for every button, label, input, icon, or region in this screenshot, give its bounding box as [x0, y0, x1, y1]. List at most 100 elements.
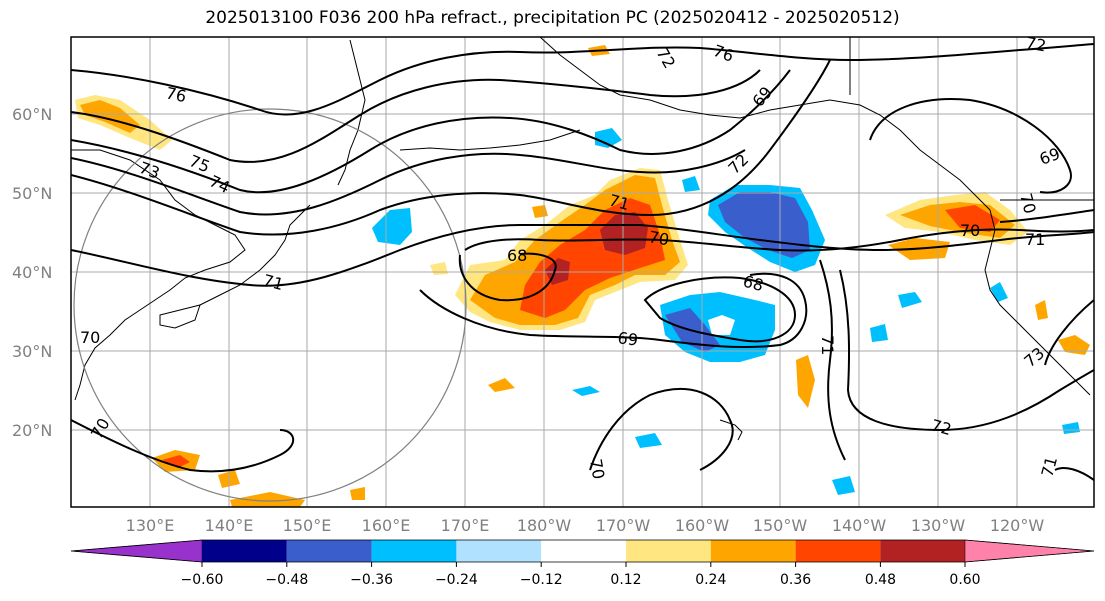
lon-label: 140°E	[205, 516, 254, 535]
gridlines	[71, 37, 1094, 507]
lon-label: 120°W	[990, 516, 1045, 535]
precip-positive-small-11	[1035, 300, 1048, 320]
colorbar-segment	[626, 540, 711, 562]
colorbar-segment	[710, 540, 796, 562]
contour-69-ne	[869, 98, 1072, 194]
colorbar-segment	[541, 540, 626, 562]
precip-negative-small-5	[635, 433, 662, 448]
contour-label: 72	[1024, 33, 1047, 55]
colorbar: −0.60 −0.48 −0.36 −0.24 −0.12 0.12 0.24 …	[70, 539, 1095, 588]
colorbar-tick-label: −0.36	[350, 572, 393, 588]
precip-negative-small-8	[832, 476, 855, 495]
coastline-alaska	[539, 37, 991, 211]
lon-label: 170°E	[441, 516, 490, 535]
contour-70-south	[71, 419, 295, 473]
colorbar-segment	[286, 540, 372, 562]
latitude-labels: 60°N 50°N 40°N 30°N 20°N	[12, 105, 52, 440]
colorbar-tick-label: 0.48	[865, 572, 896, 588]
contour-label: 76	[164, 83, 188, 106]
contour-label: 71	[1025, 230, 1045, 249]
longitude-labels: 130°E 140°E 150°E 160°E 170°E 180°W 170°…	[126, 516, 1045, 535]
contour-label: 71	[261, 271, 286, 295]
precip-positive-small-6	[1058, 335, 1090, 355]
contour-73-south	[1044, 299, 1094, 366]
coastline-japan-south	[159, 304, 201, 329]
contour-71	[71, 223, 1094, 287]
lon-label: 140°W	[832, 516, 887, 535]
colorbar-tick-label: 0.24	[695, 572, 726, 588]
coastline-hawaii	[719, 419, 743, 441]
contour-69	[419, 272, 808, 349]
contour-label: 70	[960, 221, 980, 240]
colorbar-tick-label: −0.48	[265, 572, 308, 588]
contour-label: 70	[586, 457, 608, 480]
colorbar-tick-labels: −0.60 −0.48 −0.36 −0.24 −0.12 0.12 0.24 …	[181, 572, 981, 588]
colorbar-tick-label: −0.12	[520, 572, 563, 588]
precip-positive-small-10	[350, 487, 365, 500]
region-circle	[73, 108, 467, 502]
colorbar-segment	[202, 540, 287, 562]
precip-negative-small-6	[572, 386, 600, 396]
precip-positive-small-4	[488, 378, 515, 392]
colorbar-segment	[880, 540, 966, 562]
lat-label-40n: 40°N	[12, 263, 52, 282]
precip-positive-small-1-core	[162, 455, 190, 468]
contour-70-ne	[999, 209, 1094, 223]
lon-label: 170°W	[596, 516, 651, 535]
contour-73	[71, 149, 746, 216]
contour-68	[458, 252, 557, 302]
coastline-north-america	[984, 209, 1091, 396]
contour-71-vertical	[819, 259, 846, 461]
lon-label: 130°W	[911, 516, 966, 535]
contour-72-south	[839, 269, 1094, 432]
colorbar-tick-label: 0.60	[949, 572, 980, 588]
precip-negative-blob-northeast-inner	[718, 192, 810, 258]
precip-positive-blob-okhotsk-inner	[80, 100, 140, 133]
coastlines	[71, 37, 1094, 441]
map-content: 76 75 74 73 72 71 70 69 68 71 70 69 68 7…	[71, 33, 1094, 507]
refractivity-contours	[71, 43, 1094, 481]
precip-negative-small-3	[682, 176, 700, 192]
contour-label: 69	[616, 328, 639, 350]
colorbar-segment-extend-high	[964, 539, 1095, 563]
precip-negative-blob-south-hole	[708, 315, 735, 335]
colorbar-ticks	[201, 562, 966, 567]
lon-label: 150°W	[753, 516, 808, 535]
lon-label: 180°W	[517, 516, 572, 535]
coastline-asia	[71, 149, 246, 401]
colorbar-segment	[795, 540, 881, 562]
contour-label: 71	[818, 335, 837, 355]
precip-negative-small-1	[372, 208, 412, 245]
lat-label-50n: 50°N	[12, 184, 52, 203]
contour-label: 72	[929, 416, 954, 440]
contour-75	[71, 69, 761, 163]
precip-positive-blob-northeast-core	[945, 205, 1000, 232]
lat-label-30n: 30°N	[12, 342, 52, 361]
colorbar-tick-label: −0.24	[435, 572, 478, 588]
lat-label-20n: 20°N	[12, 421, 52, 440]
precip-negative-small-4	[898, 292, 922, 308]
contour-70-tropics	[589, 388, 734, 471]
lon-label: 150°E	[283, 516, 332, 535]
lon-label: 160°E	[362, 516, 411, 535]
contour-label: 70	[647, 227, 670, 249]
contour-70	[464, 228, 1094, 252]
contour-68-south	[643, 276, 797, 343]
colorbar-segment-extend-low	[70, 539, 203, 563]
contour-label: 70	[1016, 191, 1040, 216]
map-frame	[70, 36, 1095, 508]
contour-72	[71, 59, 831, 236]
coastline-aleutians	[399, 129, 581, 151]
precip-positive-small-3	[230, 492, 305, 507]
precip-negative-small-10	[1062, 422, 1080, 434]
colorbar-segment	[371, 540, 457, 562]
precip-negative-small-9	[870, 324, 888, 342]
contour-71-tropics	[1054, 467, 1094, 481]
contour-label: 70	[80, 328, 100, 347]
lon-label: 160°W	[675, 516, 730, 535]
map-title: 2025013100 F036 200 hPa refract., precip…	[205, 8, 900, 28]
lon-label: 130°E	[126, 516, 175, 535]
contour-74	[71, 69, 791, 194]
lat-label-60n: 60°N	[12, 105, 52, 124]
